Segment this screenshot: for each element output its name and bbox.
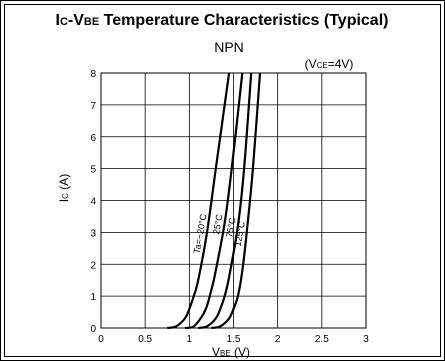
- x-tick-label: 2.5: [315, 334, 329, 345]
- y-tick-labels: 0 1 2 3 4 5 6 7 8: [90, 69, 96, 335]
- x-tick-label: 0: [98, 334, 104, 345]
- x-axis-label: VBE (V): [212, 345, 250, 359]
- x-tick-label: 1.5: [227, 334, 241, 345]
- x-tick-labels: 0 0.5 1 1.5 2 2.5 3: [98, 334, 369, 345]
- series-label: 75°C: [224, 216, 237, 238]
- x-tick-label: 1: [187, 334, 193, 345]
- y-tick-label: 6: [90, 133, 96, 144]
- series-label: 25°C: [211, 213, 224, 235]
- x-tick-label: 3: [363, 334, 369, 345]
- inner-border: [4, 4, 441, 357]
- y-tick-label: 3: [90, 228, 96, 239]
- y-tick-label: 5: [90, 165, 96, 176]
- y-tick-label: 7: [90, 101, 96, 112]
- x-tick-label: 0.5: [138, 334, 152, 345]
- series-line: [211, 72, 262, 330]
- y-axis-label: IC (A): [57, 174, 71, 202]
- y-tick-label: 2: [90, 260, 96, 271]
- y-tick-label: 4: [90, 197, 96, 208]
- gridlines: [100, 72, 367, 329]
- series-label: 125°C: [233, 220, 247, 247]
- chart-subtitle: NPN: [214, 39, 244, 55]
- y-tick-label: 0: [90, 324, 96, 335]
- series-curves: [167, 72, 262, 330]
- condition-label: (VCE=4V): [305, 57, 354, 71]
- y-tick-label: 1: [90, 292, 96, 303]
- y-tick-label: 8: [90, 69, 96, 80]
- x-tick-label: 2: [275, 334, 281, 345]
- series-line: [197, 72, 253, 330]
- chart-title: IC-VBE Temperature Characteristics (Typi…: [56, 12, 389, 29]
- series-line: [184, 72, 244, 330]
- series-line: [167, 72, 231, 330]
